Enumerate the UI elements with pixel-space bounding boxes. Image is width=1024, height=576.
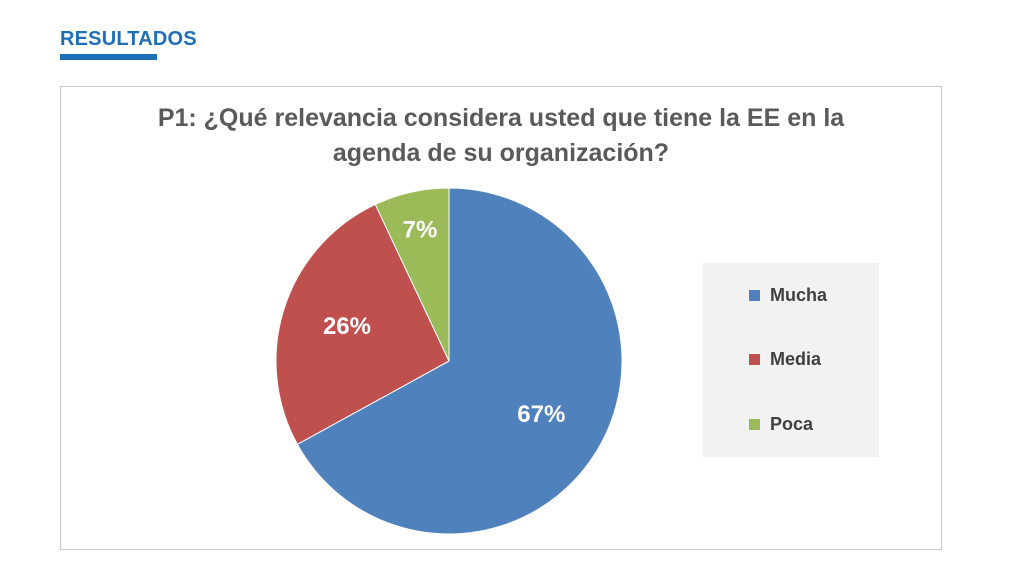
legend-label-media: Media [770, 349, 822, 369]
pie-slice-media [275, 203, 450, 446]
data-label-media: 26% [323, 313, 371, 340]
legend-item-mucha: Mucha [749, 285, 827, 306]
pie-slice-poca [374, 187, 450, 362]
page-title: RESULTADOS [60, 28, 197, 50]
chart-title-line-1: P1: ¿Qué relevancia considera usted que … [157, 104, 845, 132]
legend-swatch-media [749, 354, 760, 365]
title-underline [60, 54, 157, 60]
legend-item-media: Media [749, 349, 821, 370]
chart-legend: Mucha Media Poca [703, 263, 879, 457]
data-label-mucha: 67% [517, 401, 565, 428]
pie-slice-mucha [296, 187, 623, 535]
pie-chart: 67% 26% 7% [275, 187, 623, 535]
chart-title: P1: ¿Qué relevancia considera usted que … [61, 101, 941, 171]
legend-item-poca: Poca [749, 414, 813, 435]
data-label-poca: 7% [403, 216, 438, 243]
chart-area: P1: ¿Qué relevancia considera usted que … [60, 86, 942, 550]
legend-label-mucha: Mucha [770, 285, 828, 305]
legend-swatch-poca [749, 419, 760, 430]
legend-label-poca: Poca [770, 414, 814, 434]
chart-title-line-2: agenda de su organización? [332, 139, 670, 167]
legend-swatch-mucha [749, 290, 760, 301]
